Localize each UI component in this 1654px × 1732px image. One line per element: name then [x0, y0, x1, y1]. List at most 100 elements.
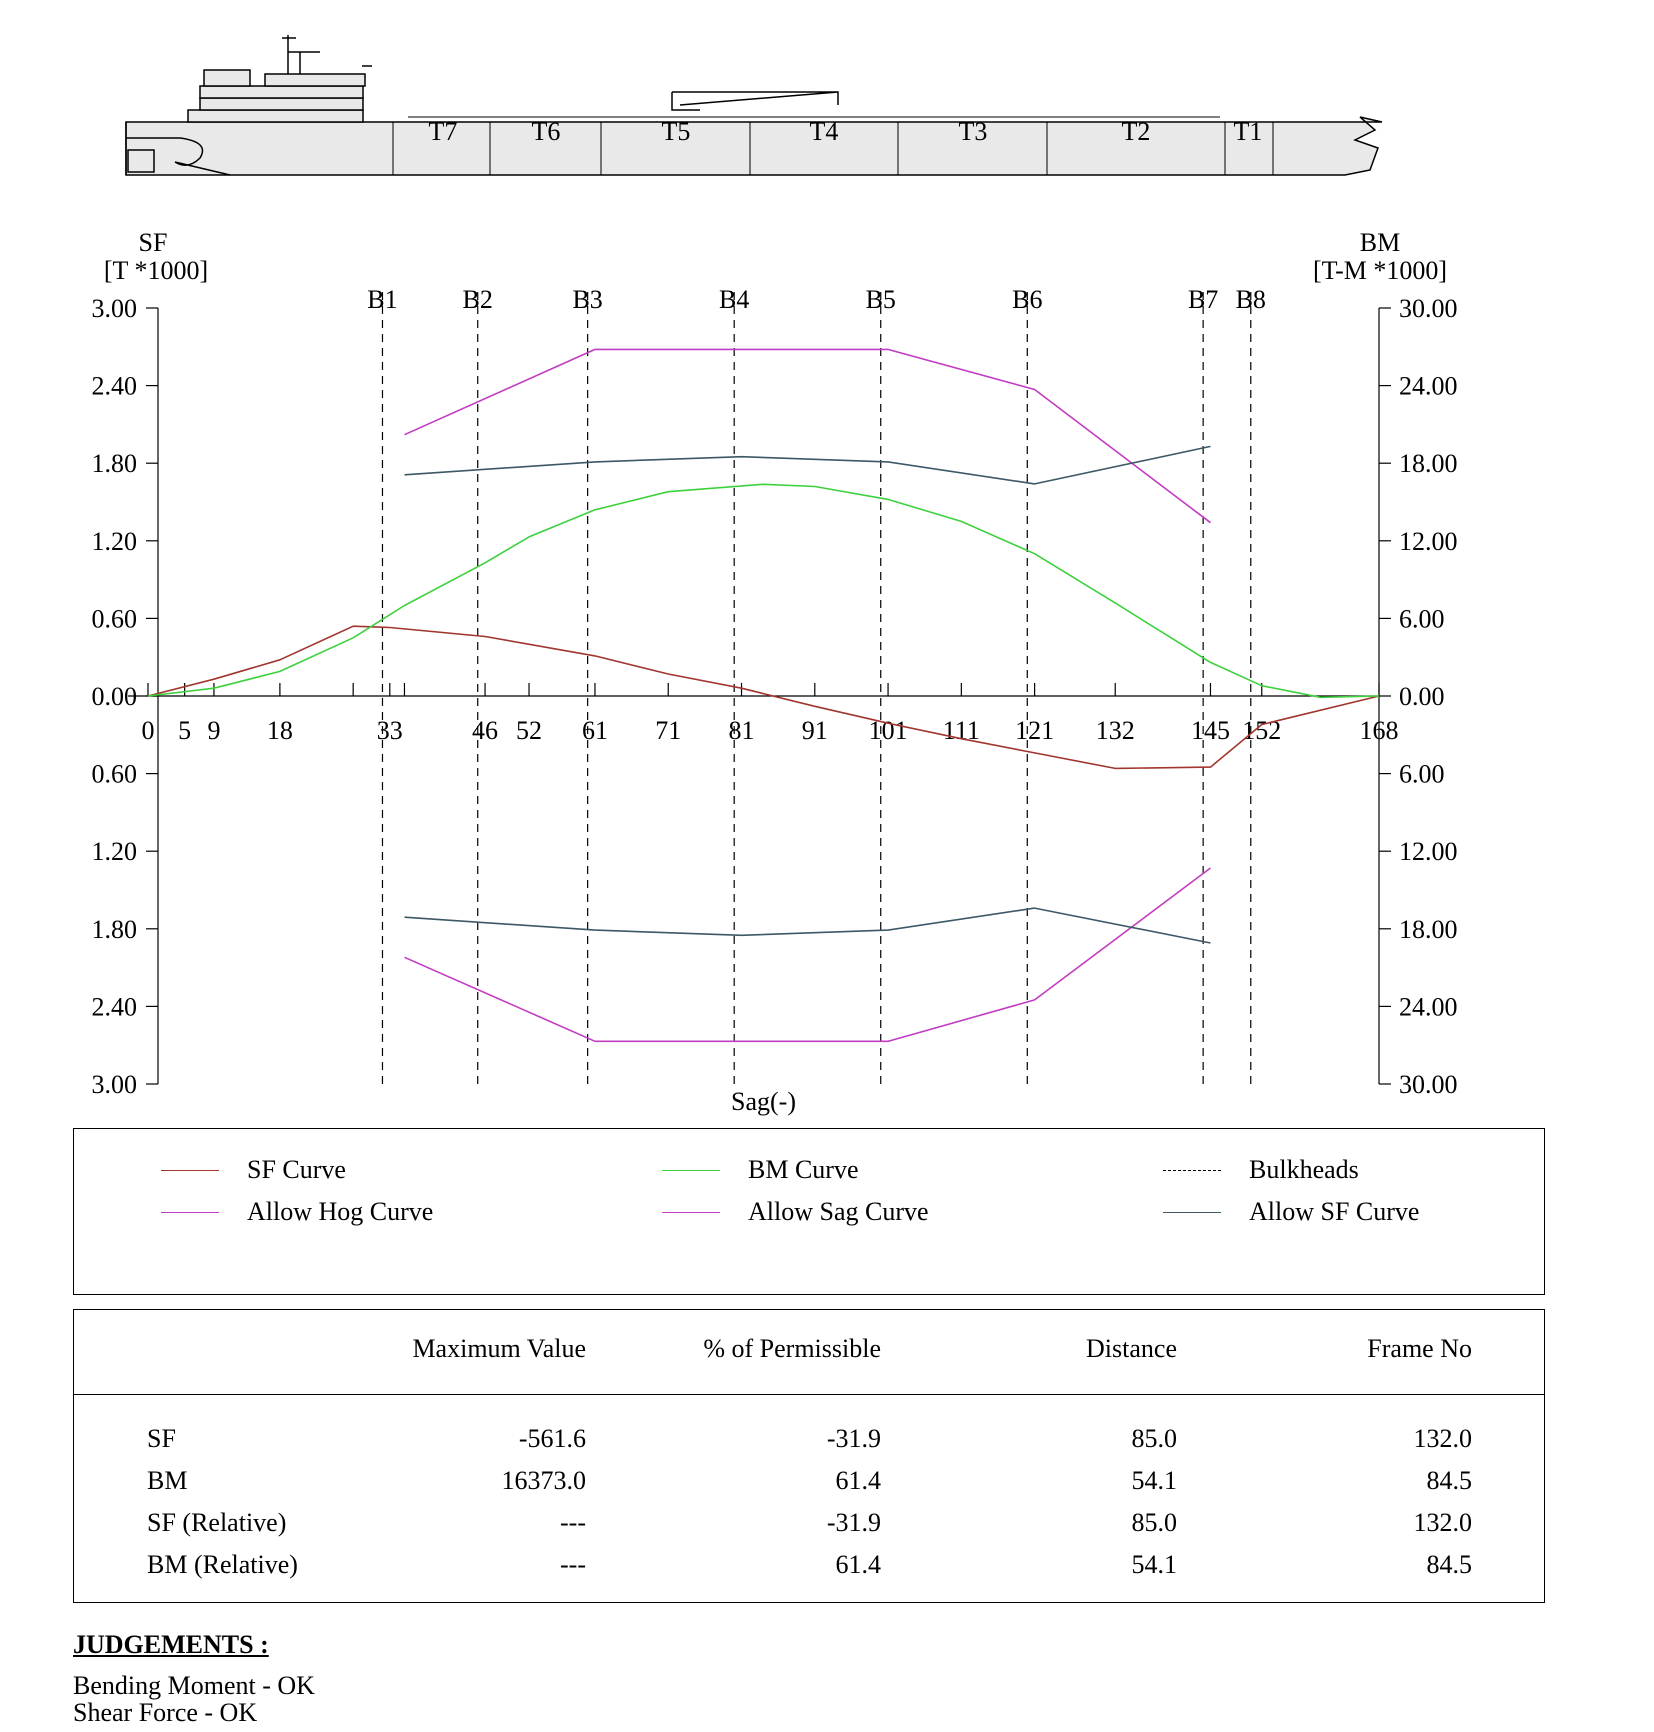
- bulkhead-label: B3: [572, 285, 602, 314]
- bulkhead-label: B4: [719, 285, 749, 314]
- right-axis-tick-label: 0.00: [1399, 682, 1445, 711]
- legend-swatch-bulkheads: [1163, 1169, 1221, 1171]
- row-value: -31.9: [826, 1508, 881, 1537]
- ship-profile: T7 T6 T5 T4 T3 T2 T1: [125, 35, 1383, 176]
- x-axis-tick-label: 121: [1015, 716, 1054, 745]
- left-axis-tick-label: 1.20: [92, 837, 138, 866]
- row-value: -561.6: [518, 1424, 586, 1453]
- x-axis-tick-label: 111: [943, 716, 980, 745]
- left-axis-unit: [T *1000]: [104, 256, 208, 285]
- row-value: ---: [560, 1550, 586, 1579]
- x-axis-tick-label: 145: [1191, 716, 1230, 745]
- header-frame-no: Frame No: [1367, 1334, 1472, 1363]
- left-axis-tick-label: 1.80: [92, 449, 138, 478]
- right-axis-unit: [T-M *1000]: [1313, 256, 1447, 285]
- tank-label-t6: T6: [532, 117, 561, 146]
- series-sf-curve-line: [147, 625, 1380, 770]
- tank-label-t5: T5: [662, 117, 691, 146]
- legend-swatch-hog: [161, 1211, 219, 1213]
- tank-label-t3: T3: [959, 117, 988, 146]
- left-axis-tick-label: 2.40: [92, 372, 138, 401]
- series-bm-curve-line: [147, 483, 1380, 699]
- legend-label-hog: Allow Hog Curve: [247, 1197, 434, 1226]
- x-axis-tick-label: 0: [142, 716, 155, 745]
- row-value: ---: [560, 1508, 586, 1537]
- legend-item-allow-sag: Allow Sag Curve: [662, 1197, 929, 1227]
- bulkhead-label: B8: [1236, 285, 1266, 314]
- bulkhead-label: B7: [1188, 285, 1218, 314]
- left-axis-tick-label: 3.00: [92, 1070, 138, 1099]
- tank-label-t1: T1: [1234, 117, 1263, 146]
- row-value: 54.1: [1131, 1466, 1178, 1495]
- series-allow-sf-curve-line: [404, 907, 1211, 944]
- series-allow-sag-curve-line: [404, 867, 1211, 1043]
- right-axis-tick-label: 30.00: [1399, 294, 1458, 323]
- right-axis-tick-label: 18.00: [1399, 449, 1458, 478]
- left-axis-tick-label: 0.60: [92, 760, 138, 789]
- legend-label-bulkheads: Bulkheads: [1249, 1155, 1359, 1184]
- row-value: 16373.0: [501, 1466, 587, 1495]
- legend-item-bm-curve: BM Curve: [662, 1155, 859, 1185]
- right-axis-tick-label: 24.00: [1399, 372, 1458, 401]
- bulkhead-label: B6: [1012, 285, 1042, 314]
- x-axis-tick-label: 9: [207, 716, 220, 745]
- judgement-bending-moment: Bending Moment - OK: [73, 1671, 315, 1700]
- x-axis-tick-label: 132: [1096, 716, 1135, 745]
- legend-label-allow-sf: Allow SF Curve: [1249, 1197, 1420, 1226]
- ship-funnel: [203, 69, 251, 87]
- row-value: 84.5: [1426, 1550, 1473, 1579]
- right-axis-tick-label: 6.00: [1399, 760, 1445, 789]
- right-axis-tick-label: 24.00: [1399, 992, 1458, 1021]
- legend-swatch-sf: [161, 1169, 219, 1171]
- legend-label-bm: BM Curve: [748, 1155, 859, 1184]
- x-axis-label: Sag(-): [731, 1087, 796, 1116]
- ship-crane: [671, 91, 839, 111]
- right-axis-tick-label: 30.00: [1399, 1070, 1458, 1099]
- x-axis-tick-label: 81: [729, 716, 755, 745]
- right-axis-tick-label: 18.00: [1399, 915, 1458, 944]
- right-axis-tick-label: 12.00: [1399, 837, 1458, 866]
- row-label: BM (Relative): [147, 1550, 298, 1579]
- right-axis-tick-label: 12.00: [1399, 527, 1458, 556]
- bulkhead-label: B1: [367, 285, 397, 314]
- ship-stern: [125, 122, 231, 176]
- x-axis-tick-label: 52: [516, 716, 542, 745]
- tank-label-t2: T2: [1122, 117, 1151, 146]
- row-value: 132.0: [1413, 1424, 1473, 1453]
- row-value: 85.0: [1131, 1424, 1178, 1453]
- row-label: SF: [147, 1424, 176, 1453]
- ship-mast: [282, 35, 372, 74]
- left-axis-title: SF: [139, 228, 168, 257]
- legend-label-sag: Allow Sag Curve: [748, 1197, 929, 1226]
- left-axis-tick-label: 2.40: [92, 992, 138, 1021]
- row-value: 61.4: [835, 1466, 882, 1495]
- tank-label-t7: T7: [429, 117, 458, 146]
- row-value: 84.5: [1426, 1466, 1473, 1495]
- legend-label-sf: SF Curve: [247, 1155, 346, 1184]
- results-table: Maximum Value % of Permissible Distance …: [73, 1309, 1545, 1603]
- row-label: BM: [147, 1466, 188, 1495]
- header-distance: Distance: [1086, 1334, 1177, 1363]
- left-axis-tick-label: 0.60: [92, 604, 138, 633]
- left-axis-tick-label: 1.20: [92, 527, 138, 556]
- right-axis-title: BM: [1360, 228, 1400, 257]
- bulkhead-label: B5: [866, 285, 896, 314]
- x-axis-tick-label: 71: [655, 716, 681, 745]
- legend-swatch-sag: [662, 1211, 720, 1213]
- x-axis-tick-label: 91: [802, 716, 828, 745]
- left-axis-tick-label: 3.00: [92, 294, 138, 323]
- legend-swatch-allow-sf: [1163, 1211, 1221, 1213]
- legend-item-allow-sf: Allow SF Curve: [1163, 1197, 1419, 1227]
- judgement-shear-force: Shear Force - OK: [73, 1698, 258, 1727]
- judgements-title: JUDGEMENTS :: [73, 1630, 269, 1659]
- row-value: 132.0: [1413, 1508, 1473, 1537]
- row-value: -31.9: [826, 1424, 881, 1453]
- ship-hull: [125, 116, 1383, 176]
- left-axis-tick-label: 1.80: [92, 915, 138, 944]
- legend: SF Curve BM Curve Bulkheads Allow Hog Cu…: [73, 1128, 1545, 1295]
- x-axis-tick-label: 5: [178, 716, 191, 745]
- x-axis-tick-label: 61: [582, 716, 608, 745]
- row-label: SF (Relative): [147, 1508, 287, 1537]
- row-value: 61.4: [835, 1550, 882, 1579]
- x-axis-tick-label: 46: [472, 716, 498, 745]
